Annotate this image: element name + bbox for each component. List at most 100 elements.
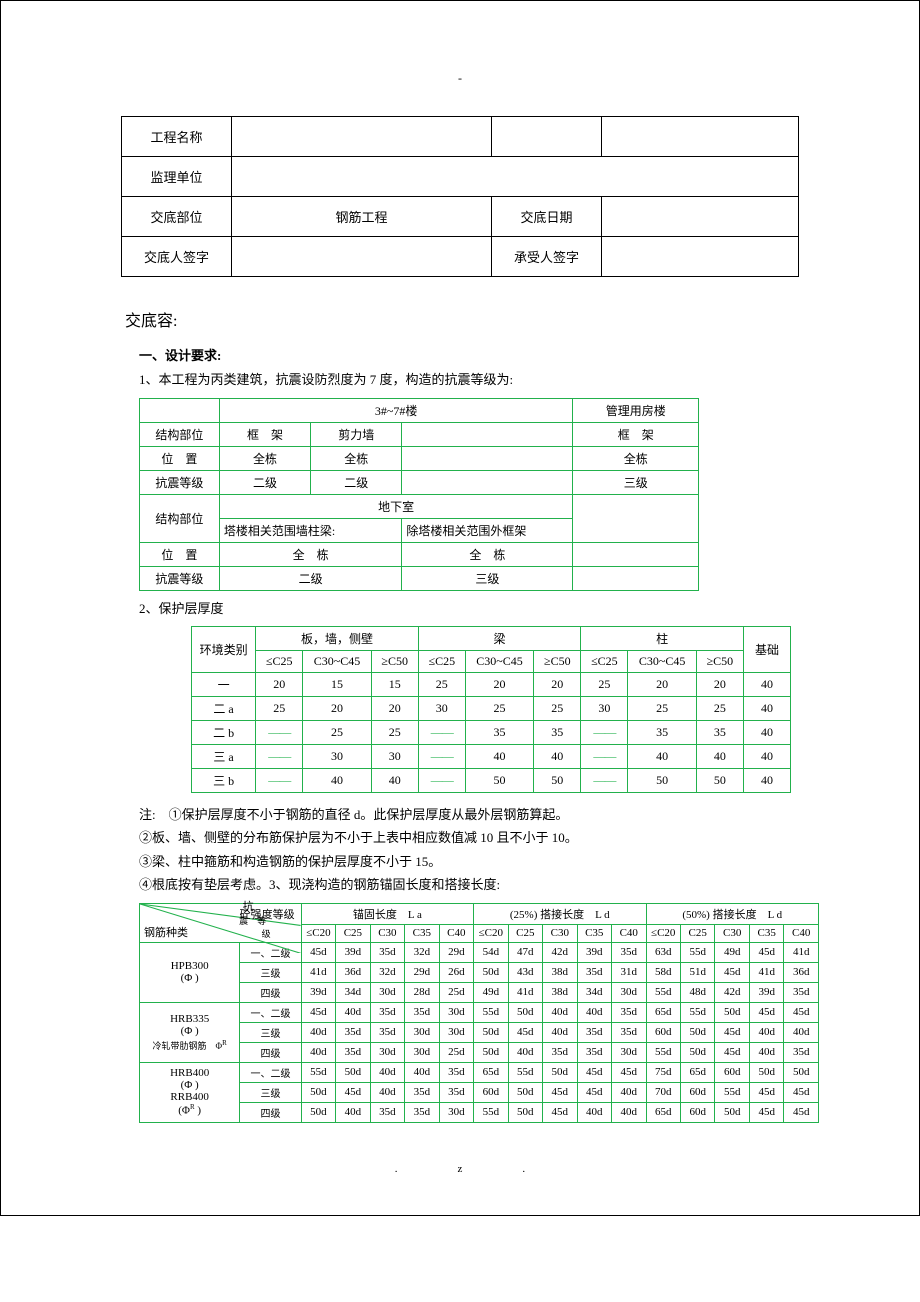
- t3-v-6-8: 45d: [577, 1062, 611, 1082]
- t3-v-1-7: 38d: [543, 962, 577, 982]
- document-page: - 工程名称 监理单位 交底部位 钢筋工程 交底日期 交底人签字 承受人签字 交…: [0, 0, 920, 1216]
- t2-row-4-v7: 50: [628, 769, 696, 793]
- t3-col-8: C35: [577, 924, 611, 942]
- t2-row-4-v4: 50: [465, 769, 533, 793]
- t3-v-6-9: 45d: [612, 1062, 646, 1082]
- t2-h-g2: 梁: [418, 627, 581, 651]
- t2-row-2-v5: 35: [534, 721, 581, 745]
- t3-grade-1-1: 三级: [240, 1022, 301, 1042]
- t3-v-6-0: 55d: [301, 1062, 335, 1082]
- t3-v-3-9: 35d: [612, 1002, 646, 1022]
- t3-v-2-4: 25d: [439, 982, 473, 1002]
- t3-v-8-12: 50d: [715, 1102, 749, 1122]
- t2-row-1-v2: 20: [371, 697, 418, 721]
- t3-col-12: C30: [715, 924, 749, 942]
- t2-row-1-v6: 30: [581, 697, 628, 721]
- t3-v-6-10: 75d: [646, 1062, 680, 1082]
- t2-row-2-v7: 35: [628, 721, 696, 745]
- t2-row-0-v5: 20: [534, 673, 581, 697]
- t3-v-5-14: 35d: [784, 1042, 819, 1062]
- t1-r2-b: 全栋: [311, 446, 402, 470]
- t3-v-4-9: 35d: [612, 1022, 646, 1042]
- t3-v-7-10: 70d: [646, 1082, 680, 1102]
- t3-v-3-13: 45d: [749, 1002, 783, 1022]
- t1-r5-a: 全 栋: [219, 542, 402, 566]
- t1-r2-blank: [402, 446, 573, 470]
- t3-col-3: C35: [405, 924, 439, 942]
- t3-v-5-9: 30d: [612, 1042, 646, 1062]
- t2-row-4-v3: ——: [418, 769, 465, 793]
- t3-v-8-2: 35d: [370, 1102, 404, 1122]
- t2-row-2-v9: 40: [743, 721, 790, 745]
- t3-v-8-7: 45d: [543, 1102, 577, 1122]
- t3-v-6-6: 55d: [508, 1062, 542, 1082]
- t2-row-3: 三 a——3030——4040——404040: [192, 745, 791, 769]
- t3-v-7-14: 45d: [784, 1082, 819, 1102]
- t3-v-4-13: 40d: [749, 1022, 783, 1042]
- t3-v-5-7: 35d: [543, 1042, 577, 1062]
- t3-type-1: HRB335(Φ )冷轧带肋钢筋 ΦR: [140, 1002, 240, 1062]
- t3-v-5-6: 40d: [508, 1042, 542, 1062]
- t2-row-4: 三 b——4040——5050——505040: [192, 769, 791, 793]
- t3-v-2-7: 38d: [543, 982, 577, 1002]
- t3-v-2-9: 30d: [612, 982, 646, 1002]
- t3-v-3-1: 40d: [336, 1002, 370, 1022]
- t3-v-0-3: 32d: [405, 942, 439, 962]
- t3-v-5-5: 50d: [474, 1042, 508, 1062]
- t3-v-3-10: 65d: [646, 1002, 680, 1022]
- t3-row-2: 四级39d34d30d28d25d49d41d38d34d30d55d48d42…: [140, 982, 819, 1002]
- notes-block: 注: ①保护层厚度不小于钢筋的直径 d。此保护层厚度从最外层钢筋算起。 ②板、墙…: [139, 803, 799, 897]
- t1-r2-a: 全栋: [219, 446, 310, 470]
- t3-v-1-2: 32d: [370, 962, 404, 982]
- t3-col-13: C35: [749, 924, 783, 942]
- t3-grade-1-2: 四级: [240, 1042, 301, 1062]
- t3-v-7-13: 45d: [749, 1082, 783, 1102]
- t3-col-6: C25: [508, 924, 542, 942]
- hdr-row3-lbl: 交底部位: [122, 197, 232, 237]
- t2-row-0-v6: 25: [581, 673, 628, 697]
- t3-v-7-12: 55d: [715, 1082, 749, 1102]
- t1-r5-blank: [573, 542, 699, 566]
- t3-v-1-13: 41d: [749, 962, 783, 982]
- t3-v-1-10: 58d: [646, 962, 680, 982]
- t3-grade-2-0: 一、二级: [240, 1062, 301, 1082]
- t2-sub-8: ≥C50: [696, 651, 743, 673]
- t3-col-10: ≤C20: [646, 924, 680, 942]
- t2-row-1-v7: 25: [628, 697, 696, 721]
- t2-sub-6: ≤C25: [581, 651, 628, 673]
- t2-row-1-v9: 40: [743, 697, 790, 721]
- t3-v-5-11: 50d: [680, 1042, 714, 1062]
- t3-v-2-10: 55d: [646, 982, 680, 1002]
- t3-v-8-11: 60d: [680, 1102, 714, 1122]
- hdr-row1-lbl: 工程名称: [122, 117, 232, 157]
- t3-v-4-8: 35d: [577, 1022, 611, 1042]
- t1-r1-b: 剪力墙: [311, 422, 402, 446]
- t2-row-1-v0: 25: [256, 697, 303, 721]
- hdr-row3-v3: [602, 197, 799, 237]
- t1-r3-blank: [402, 470, 573, 494]
- t1-r2-r: 全栋: [573, 446, 699, 470]
- t3-v-8-14: 45d: [784, 1102, 819, 1122]
- t2-row-0-v3: 25: [418, 673, 465, 697]
- t3-v-1-14: 36d: [784, 962, 819, 982]
- t3-v-5-8: 35d: [577, 1042, 611, 1062]
- t3-row-7: 三级50d45d40d35d35d60d50d45d45d40d70d60d55…: [140, 1082, 819, 1102]
- t3-v-7-8: 45d: [577, 1082, 611, 1102]
- t2-row-4-v2: 40: [371, 769, 418, 793]
- t2-row-3-v7: 40: [628, 745, 696, 769]
- t3-v-8-10: 65d: [646, 1102, 680, 1122]
- t3-v-0-8: 39d: [577, 942, 611, 962]
- t2-row-3-v1: 30: [303, 745, 371, 769]
- t1-r2-lbl: 位 置: [140, 446, 220, 470]
- t3-v-6-13: 50d: [749, 1062, 783, 1082]
- t2-sub-4: C30~C45: [465, 651, 533, 673]
- hdr-row1-v2: [492, 117, 602, 157]
- t2-row-4-v8: 50: [696, 769, 743, 793]
- section-title: 交底容:: [125, 307, 799, 331]
- t3-v-2-5: 49d: [474, 982, 508, 1002]
- t3-col-2: C30: [370, 924, 404, 942]
- t3-col-11: C25: [680, 924, 714, 942]
- t2-row-2-v4: 35: [465, 721, 533, 745]
- t2-row-0-v4: 20: [465, 673, 533, 697]
- t2-row-3-v5: 40: [534, 745, 581, 769]
